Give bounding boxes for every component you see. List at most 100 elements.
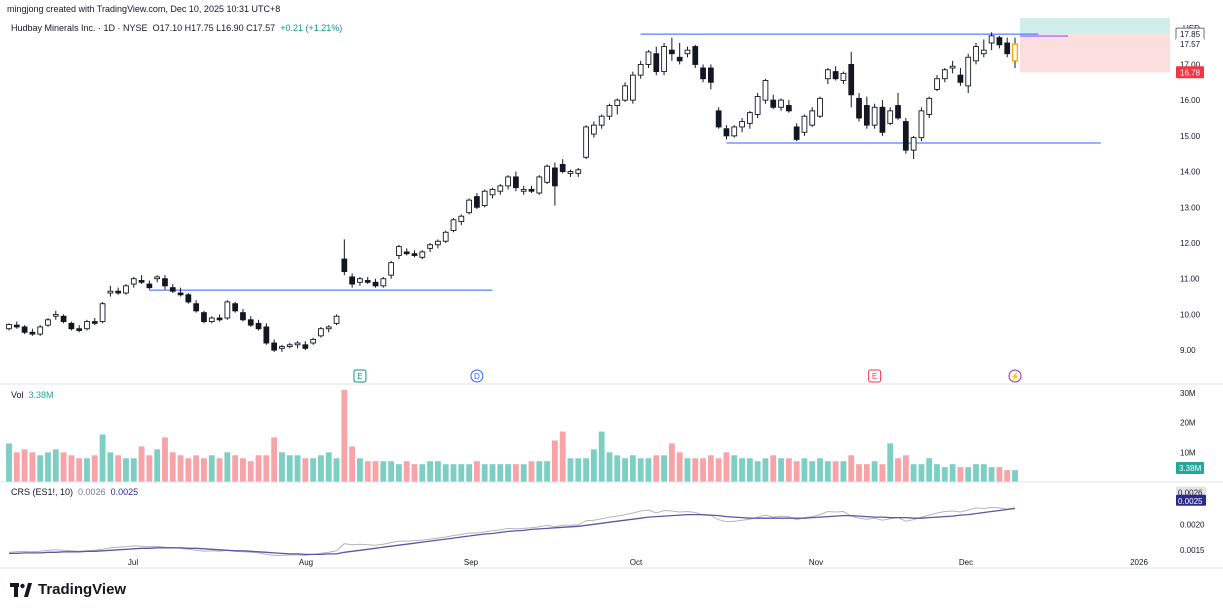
volume-bar — [21, 449, 28, 482]
candle-body — [567, 171, 574, 174]
symbol-name: Hudbay Minerals Inc. · 1D · NYSE — [11, 23, 148, 33]
volume-bar — [887, 443, 894, 482]
candle — [762, 78, 769, 104]
candle-body — [364, 280, 371, 283]
candle-body — [91, 321, 98, 324]
volume-bar — [575, 458, 582, 482]
candle-body — [419, 251, 426, 258]
candle — [575, 168, 582, 177]
candle — [583, 125, 589, 160]
volume-bar — [996, 467, 1003, 482]
crs-badge-bg — [1176, 494, 1206, 506]
volume-bar — [645, 458, 652, 482]
candle — [832, 66, 839, 81]
candle — [193, 300, 200, 313]
volume-bar — [785, 458, 792, 482]
candle — [902, 118, 909, 154]
volume-bar — [840, 461, 847, 482]
candle — [645, 50, 652, 68]
candle-body — [676, 56, 683, 62]
volume-badge-bg — [1176, 461, 1204, 474]
price-tick-label: 13.00 — [1180, 203, 1201, 212]
candle-body — [325, 326, 332, 330]
candle — [598, 114, 605, 129]
volume-legend[interactable]: Vol 3.38M — [11, 390, 54, 400]
volume-bar — [325, 452, 332, 482]
candle-body — [996, 37, 1003, 46]
candle-body — [513, 176, 519, 189]
candle — [84, 319, 90, 331]
crs-signal-line — [9, 507, 1016, 556]
volume-bar — [45, 452, 51, 482]
candle — [286, 343, 293, 349]
volume-bar — [918, 464, 925, 482]
volume-bar — [957, 467, 964, 482]
candle — [707, 64, 714, 90]
volume-bar — [76, 458, 83, 482]
volume-bar — [871, 461, 878, 482]
volume-bar — [364, 461, 371, 482]
candle — [341, 239, 348, 276]
volume-bar — [450, 464, 457, 482]
candle-body — [232, 303, 239, 312]
tradingview-logo[interactable]: TradingView — [10, 581, 126, 598]
candle-body — [785, 105, 792, 112]
candle — [879, 100, 886, 136]
candle-body — [692, 46, 699, 65]
volume-bar — [318, 455, 324, 482]
candle-body — [286, 344, 293, 348]
candle-body — [957, 74, 964, 83]
candle — [622, 82, 628, 102]
candle-body — [45, 319, 51, 326]
candle — [497, 184, 504, 195]
candle — [403, 248, 410, 256]
price-badge-label: 17.57 — [1180, 40, 1201, 49]
volume-bar — [653, 455, 660, 482]
candle — [848, 51, 855, 108]
volume-bar — [162, 437, 168, 482]
crs-value-2: 0.0025 — [110, 487, 139, 497]
crs-badge-label: 0.0026 — [1178, 489, 1203, 498]
candle — [544, 164, 550, 185]
candle-body — [357, 278, 363, 283]
candle-body — [349, 276, 355, 285]
candle — [450, 218, 457, 233]
event-marker-label: E — [357, 372, 362, 381]
candle-body — [466, 199, 472, 214]
time-tick-label: Aug — [299, 558, 313, 567]
candle — [513, 171, 519, 192]
candle — [216, 314, 223, 322]
candle — [630, 71, 636, 104]
volume-bar — [910, 464, 917, 482]
symbol-legend[interactable]: Hudbay Minerals Inc. · 1D · NYSE O17.10 … — [11, 23, 342, 33]
candle — [411, 250, 418, 258]
volume-bar — [715, 458, 722, 482]
volume-bar — [746, 458, 753, 482]
candle — [863, 96, 870, 129]
candle-body — [809, 110, 816, 126]
candle — [856, 93, 862, 122]
candle — [840, 71, 847, 85]
candle-body — [746, 112, 753, 124]
candle — [817, 96, 823, 118]
crs-legend[interactable]: CRS (ES1!, 10) 0.0026 0.0025 — [11, 487, 138, 497]
candle — [637, 60, 644, 79]
candle-body — [895, 105, 901, 119]
volume-bar — [115, 455, 122, 482]
candle — [505, 175, 511, 190]
volume-bar — [286, 455, 293, 482]
candle-body — [279, 346, 285, 349]
candle — [871, 103, 878, 129]
candle-body — [980, 49, 987, 55]
volume-bar — [263, 455, 270, 482]
volume-bar — [551, 440, 558, 482]
candle — [458, 214, 465, 226]
candle-body — [723, 128, 730, 137]
candle — [325, 325, 332, 333]
candle — [91, 318, 98, 326]
volume-bar — [208, 455, 215, 482]
candle — [318, 326, 324, 338]
candle-body — [700, 67, 706, 80]
candle — [396, 244, 402, 260]
